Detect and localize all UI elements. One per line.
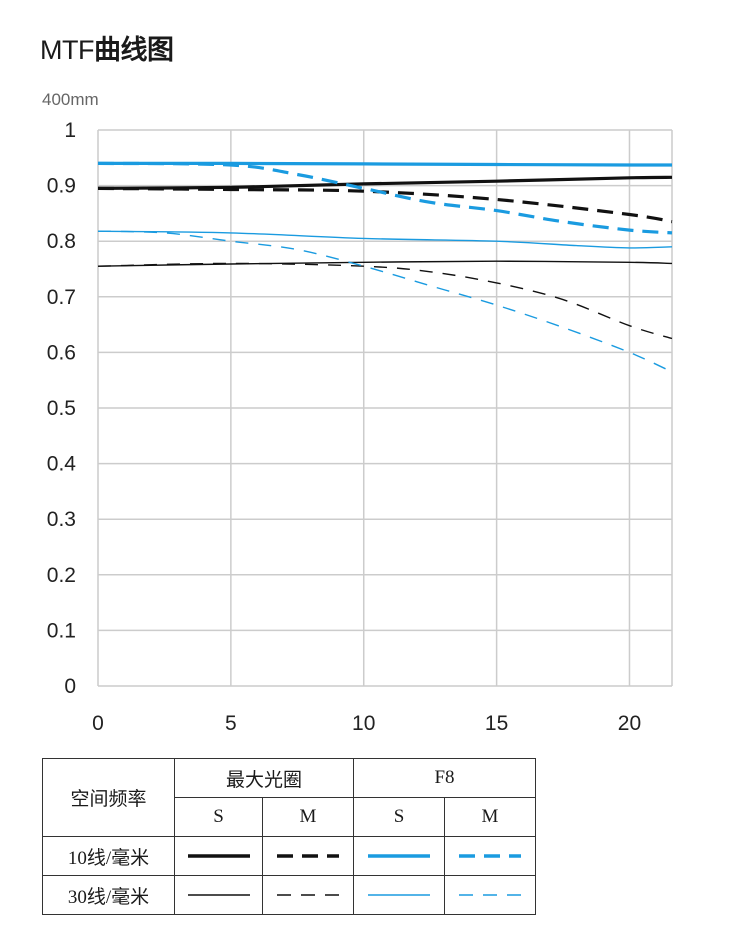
legend-col-s-max: S	[174, 797, 263, 837]
x-tick-labels: 0 5 10 15 20	[92, 712, 641, 735]
y-tick-label: 0.1	[47, 619, 76, 642]
legend-row-header: 空间频率	[42, 758, 175, 837]
y-tick-label: 0.9	[47, 175, 76, 198]
mtf-series-line	[97, 161, 673, 235]
legend-line-blue-thick-solid	[368, 854, 430, 858]
mtf-series-line	[97, 186, 673, 224]
legend-table: 空间频率 最大光圈 F8 S M S M 10线/毫米 30线/毫米	[42, 758, 536, 915]
legend-swatch-10-f8-s	[353, 836, 445, 876]
mtf-series-line	[97, 175, 673, 190]
x-tick-label: 5	[225, 712, 237, 735]
y-tick-label: 0.8	[47, 230, 76, 253]
y-tick-labels: 0 0.1 0.2 0.3 0.4 0.5 0.6 0.7 0.8 0.9 1	[47, 119, 77, 698]
y-tick-label: 0.5	[47, 397, 76, 420]
legend-line-blue-thin-dashed	[459, 894, 521, 896]
legend-col-m-max: M	[262, 797, 354, 837]
x-tick-label: 0	[92, 712, 104, 735]
mtf-series-line	[97, 262, 673, 340]
y-tick-label: 0.3	[47, 508, 76, 531]
x-tick-label: 10	[352, 712, 375, 735]
series-layer	[97, 161, 673, 373]
legend-group-f8: F8	[353, 758, 536, 798]
legend-col-m-f8: M	[444, 797, 536, 837]
legend-swatch-30-max-s	[174, 875, 263, 915]
legend-freq-30: 30线/毫米	[42, 875, 175, 915]
y-tick-label: 0.6	[47, 341, 76, 364]
legend-line-blue-thick-dashed	[459, 854, 521, 858]
legend-line-black-thick-solid	[187, 854, 250, 858]
legend-line-black-thick-dashed	[277, 854, 339, 858]
legend-col-s-f8: S	[353, 797, 445, 837]
legend-line-black-thin-dashed	[277, 894, 339, 896]
legend-freq-10: 10线/毫米	[42, 836, 175, 876]
legend-group-max-aperture: 最大光圈	[174, 758, 354, 798]
grid-layer	[97, 129, 673, 687]
legend-swatch-30-f8-m	[444, 875, 536, 915]
legend-swatch-10-max-s	[174, 836, 263, 876]
legend-swatch-30-max-m	[262, 875, 354, 915]
chart-subtitle: 400mm	[42, 90, 99, 109]
chart-title-cjk: 曲线图	[93, 35, 174, 66]
mtf-chart: 0 0.1 0.2 0.3 0.4 0.5 0.6 0.7 0.8 0.9 1 0 5 10 15 20	[47, 119, 673, 735]
y-tick-label: 0.7	[47, 286, 76, 309]
chart-title-latin: MTF	[40, 35, 94, 65]
x-tick-label: 15	[485, 712, 508, 735]
legend-swatch-30-f8-s	[353, 875, 445, 915]
legend-swatch-10-f8-m	[444, 836, 536, 876]
chart-title: MTF曲线图	[40, 28, 174, 67]
y-tick-label: 0.2	[47, 564, 76, 587]
y-tick-label: 0	[64, 675, 76, 698]
legend-swatch-10-max-m	[262, 836, 354, 876]
mtf-series-line	[97, 260, 673, 267]
y-tick-label: 1	[64, 119, 76, 142]
y-tick-label: 0.4	[47, 453, 77, 476]
legend-line-black-thin-solid	[187, 894, 250, 896]
mtf-series-line	[97, 230, 673, 249]
mtf-series-line	[97, 230, 673, 373]
x-tick-label: 20	[618, 712, 641, 735]
legend-line-blue-thin-solid	[368, 894, 430, 896]
